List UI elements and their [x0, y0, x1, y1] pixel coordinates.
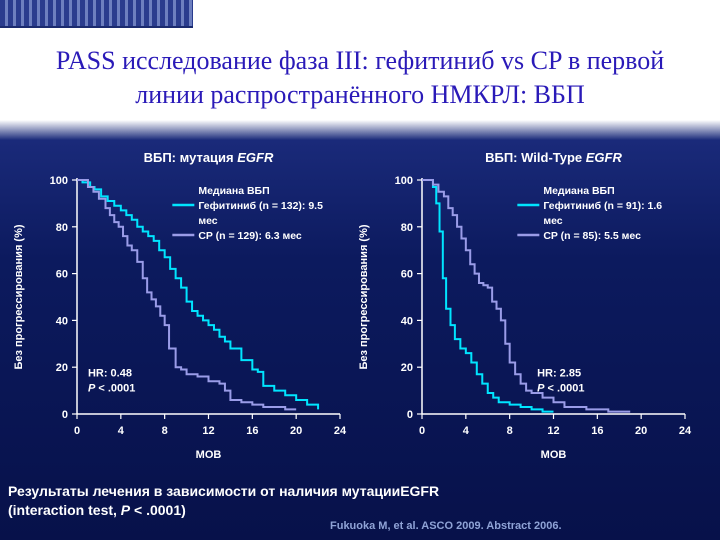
- legend-title: Медиана ВБП: [198, 185, 269, 197]
- x-tick-label: 8: [507, 425, 513, 437]
- chart-title-gene: EGFR: [586, 150, 623, 165]
- x-tick-label: 24: [334, 425, 347, 437]
- x-tick-label: 24: [679, 425, 692, 437]
- p-value-text: < .0001: [95, 383, 135, 395]
- y-tick-label: 100: [50, 175, 68, 187]
- y-tick-label: 0: [407, 409, 413, 421]
- p-value-symbol: P: [88, 383, 96, 395]
- x-tick-label: 4: [463, 425, 470, 437]
- chart-title-text: ВБП: мутация: [144, 150, 238, 165]
- cp-series-line: [422, 179, 631, 413]
- x-tick-label: 0: [74, 425, 80, 437]
- x-tick-label: 16: [246, 425, 258, 437]
- y-tick-label: 100: [395, 175, 413, 187]
- chart-svg: ВБП: Wild-Type EGFR 0 20 40 60 80 100 0 4 8 12 16 20…: [358, 150, 692, 461]
- gefitinib-series-line: [422, 179, 554, 413]
- chart-svg: ВБП: мутация EGFR 0 20 40 60 80 100 0 4 8 12 16 20 24…: [13, 150, 347, 461]
- p-value-symbol: P: [537, 383, 545, 395]
- legend-item-gefitinib: Гефитиниб (n = 132): 9.5: [198, 200, 323, 212]
- interaction-test-label: (interaction test,: [8, 502, 121, 518]
- y-tick-label: 40: [401, 315, 413, 327]
- x-tick-label: 0: [419, 425, 425, 437]
- y-axis-label: Без прогрессирования (%): [13, 224, 25, 369]
- title-line-1: PASS исследование фаза III: гефитиниб vs…: [55, 46, 665, 75]
- p-value-annotation: P < .0001: [537, 383, 584, 395]
- y-axis-label: Без прогрессирования (%): [358, 224, 370, 369]
- x-tick-label: 16: [591, 425, 603, 437]
- y-tick-label: 0: [62, 409, 68, 421]
- results-caption-line-1: Результаты лечения в зависимости от нали…: [8, 483, 440, 499]
- legend-item-cp: CP (n = 129): 6.3 мес: [198, 230, 302, 242]
- cp-series-line: [77, 179, 297, 411]
- x-tick-label: 12: [202, 425, 214, 437]
- p-value-text: < .0001: [544, 383, 584, 395]
- results-caption: Результаты лечения в зависимости от нали…: [8, 482, 439, 520]
- legend-item-gefitinib-cont: мес: [198, 215, 217, 227]
- legend-title: Медиана ВБП: [543, 185, 614, 197]
- p-value: < .0001): [130, 502, 186, 518]
- chart-egfr-mutation: ВБП: мутация EGFR 0 20 40 60 80 100 0 4 8 12 16 20 24…: [0, 148, 360, 468]
- gefitinib-series-line: [77, 179, 320, 410]
- y-tick-label: 60: [401, 269, 413, 281]
- y-tick-label: 20: [56, 362, 68, 374]
- x-axis-label: МОВ: [541, 449, 567, 461]
- y-tick-label: 20: [401, 362, 413, 374]
- x-tick-label: 20: [635, 425, 647, 437]
- hr-value: HR: 2.85: [537, 368, 581, 380]
- legend-item-cp: CP (n = 85): 5.5 мес: [543, 230, 641, 242]
- logo-banner: [0, 0, 193, 28]
- y-tick-label: 80: [56, 222, 68, 234]
- y-tick-label: 40: [56, 315, 68, 327]
- results-caption-line-2: (interaction test, P < .0001): [8, 501, 439, 520]
- y-tick-label: 60: [56, 269, 68, 281]
- p-value-annotation: P < .0001: [88, 383, 135, 395]
- title-line-2: линии распространённого НМКРЛ: ВБП: [135, 80, 585, 109]
- x-tick-label: 20: [290, 425, 302, 437]
- x-tick-label: 8: [162, 425, 168, 437]
- chart-title-text: ВБП: Wild-Type: [485, 150, 586, 165]
- x-tick-label: 12: [547, 425, 559, 437]
- x-axis-label: МОВ: [196, 449, 222, 461]
- legend-item-gefitinib: Гефитиниб (n = 91): 1.6: [543, 200, 662, 212]
- legend-item-gefitinib-cont: мес: [543, 215, 562, 227]
- chart-title: ВБП: мутация EGFR: [144, 150, 274, 165]
- x-tick-label: 4: [118, 425, 125, 437]
- slide-title: PASS исследование фаза III: гефитиниб vs…: [0, 44, 720, 112]
- p-symbol: P: [120, 502, 131, 518]
- chart-title-gene: EGFR: [237, 150, 274, 165]
- y-tick-label: 80: [401, 222, 413, 234]
- chart-egfr-wild-type: ВБП: Wild-Type EGFR 0 20 40 60 80 100 0 4 8 12 16 20…: [345, 148, 705, 468]
- chart-title: ВБП: Wild-Type EGFR: [485, 150, 622, 165]
- reference-citation: Fukuoka M, et al. ASCO 2009. Abstract 20…: [330, 520, 562, 532]
- hr-value: HR: 0.48: [88, 368, 132, 380]
